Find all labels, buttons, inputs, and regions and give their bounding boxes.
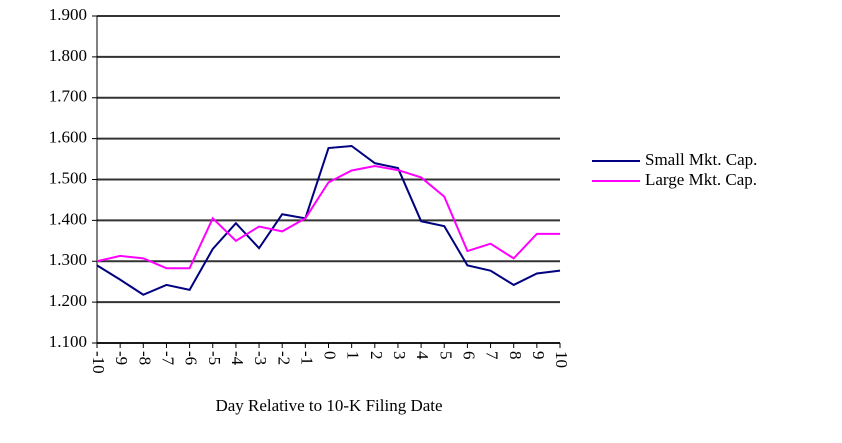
y-tick-label: 1.700 <box>49 87 87 106</box>
x-tick-label: 3 <box>390 351 409 360</box>
x-tick-label: 8 <box>506 351 525 360</box>
x-tick-label: -3 <box>251 351 270 365</box>
x-tick-label: 9 <box>529 351 548 360</box>
x-tick-label: -10 <box>89 351 108 374</box>
x-tick-label: -8 <box>135 351 154 365</box>
x-tick-label: 6 <box>459 351 478 360</box>
x-tick-label: -6 <box>182 351 201 365</box>
y-tick-label: 1.800 <box>49 46 87 65</box>
x-tick-label: -9 <box>112 351 131 365</box>
x-tick-label: 1 <box>344 351 363 360</box>
x-tick-label: 4 <box>413 351 432 360</box>
x-tick-label: 7 <box>483 351 502 360</box>
series-line <box>96 164 560 270</box>
x-tick-label: -2 <box>274 351 293 365</box>
x-tick-label: -5 <box>205 351 224 365</box>
x-tick-label: 5 <box>436 351 455 360</box>
y-tick-label: 1.300 <box>49 250 87 269</box>
x-axis-label: Day Relative to 10-K Filing Date <box>215 396 442 415</box>
legend-label: Small Mkt. Cap. <box>645 150 757 169</box>
x-tick-label: -7 <box>159 351 178 366</box>
x-tick-label: 0 <box>321 351 340 360</box>
x-tick-label: -1 <box>297 351 316 365</box>
x-tick-label: 2 <box>367 351 386 360</box>
x-tick-label: -4 <box>228 351 247 366</box>
series-line <box>96 144 561 296</box>
y-tick-label: 1.100 <box>49 332 87 351</box>
y-tick-label: 1.400 <box>49 209 87 228</box>
y-tick-label: 1.500 <box>49 168 87 187</box>
y-tick-label: 1.900 <box>49 5 87 24</box>
y-tick-label: 1.200 <box>49 291 87 310</box>
x-tick-label: 10 <box>552 351 571 368</box>
y-tick-label: 1.600 <box>49 128 87 147</box>
legend-label: Large Mkt. Cap. <box>645 170 757 189</box>
